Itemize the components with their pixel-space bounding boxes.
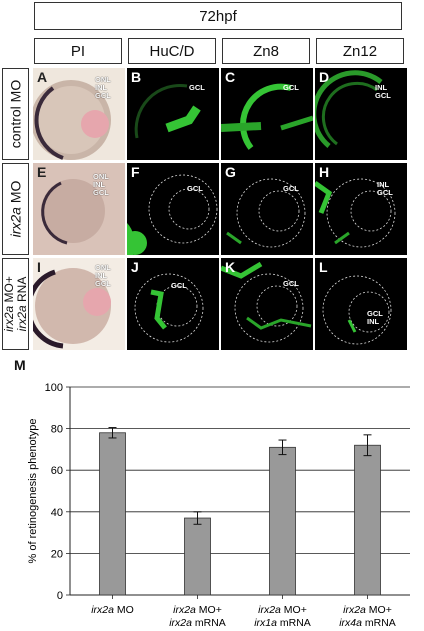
layer-label-inl: INL [95, 83, 108, 92]
layer-label-gcl: GCL [171, 281, 187, 290]
bar [99, 432, 126, 596]
fluorescence-image [322, 275, 392, 345]
layer-label-inl: INL [377, 180, 390, 189]
layer-label-inl: INL [375, 83, 388, 92]
layer-label-gcl: GCL [283, 279, 299, 288]
panel-letter: H [319, 164, 330, 180]
row-label-gene: irx2a [1, 305, 16, 332]
layer-label-gcl: GCL [367, 309, 383, 318]
bar-chart: 0 20 40 60 80 100 % of retinogenesis phenotype… [27, 382, 410, 629]
timepoint-header: 72hpf [34, 2, 402, 30]
retina-section-image [33, 258, 125, 350]
category-label: irx4a mRNA [339, 617, 396, 629]
layer-label-gcl: GCL [283, 184, 299, 193]
category-label: irx1a mRNA [254, 617, 311, 629]
panel-letter: K [225, 259, 236, 275]
panel-a: A ONL INL GCL [33, 68, 125, 160]
layer-label-inl: INL [93, 180, 106, 189]
y-tick-label: 100 [45, 382, 63, 394]
column-header-zn8: Zn8 [222, 38, 310, 64]
panel-f: F GCL [127, 163, 219, 255]
y-axis-label: % of retinogenesis phenotype [27, 419, 39, 564]
row-label-gene: irx2a [14, 305, 29, 332]
panel-g: G GCL [221, 163, 313, 255]
fluorescence-image [226, 178, 306, 248]
retina-section-image [33, 80, 111, 160]
y-tick-label: 0 [57, 590, 63, 602]
row-label-rescue: irx2a MO+ irx2a RNA [2, 258, 29, 350]
layer-label-gcl: GCL [375, 91, 391, 100]
category-label: irx2a MO+ [343, 604, 392, 616]
retina-section-image [33, 163, 125, 255]
y-tick-label: 20 [51, 548, 63, 560]
layer-label-gcl: GCL [189, 83, 205, 92]
fluorescence-image [221, 83, 313, 150]
layer-label-gcl: GCL [187, 184, 203, 193]
timepoint-label: 72hpf [199, 7, 237, 25]
bar [269, 446, 296, 596]
layer-label-gcl: GCL [283, 83, 299, 92]
panel-letter: A [37, 69, 48, 85]
panel-letter: F [131, 164, 140, 180]
column-header-label: Zn12 [342, 42, 378, 60]
column-header-zn12: Zn12 [316, 38, 404, 64]
y-tick-label: 60 [51, 465, 63, 477]
layer-label-inl: INL [95, 271, 108, 280]
panel-i: I ONL INL GCL [33, 258, 125, 350]
column-header-label: HuC/D [149, 42, 195, 60]
panel-letter-m: M [14, 357, 26, 373]
fluorescence-image [134, 273, 204, 343]
panel-letter: D [319, 69, 330, 85]
panel-letter: L [319, 259, 328, 275]
layer-label-inl: INL [367, 317, 380, 326]
column-header-label: PI [70, 42, 86, 60]
fluorescence-image [315, 70, 383, 148]
category-label: irx2a MO [91, 604, 134, 616]
layer-label-gcl: GCL [95, 279, 111, 288]
layer-label-onl: ONL [95, 263, 111, 272]
row-label-text: MO [7, 180, 23, 208]
panel-l: L GCL INL [315, 258, 407, 350]
y-tick-label: 80 [51, 424, 63, 436]
panel-letter: C [225, 69, 236, 85]
y-tick-label: 40 [51, 507, 63, 519]
panel-letter: I [37, 259, 41, 275]
column-header-label: Zn8 [253, 42, 279, 60]
layer-label-gcl: GCL [95, 91, 111, 100]
column-header-hucd: HuC/D [128, 38, 216, 64]
panel-letter: J [131, 259, 139, 275]
panel-letter: G [225, 164, 236, 180]
panel-letter: B [131, 69, 142, 85]
panel-b: B GCL [127, 68, 219, 160]
bar [184, 517, 211, 596]
row-label-text: control MO [7, 79, 23, 149]
row-label-control: control MO [2, 68, 29, 160]
panel-j: J GCL [127, 258, 219, 350]
panel-c: C GCL [221, 68, 313, 160]
bar [354, 444, 381, 596]
category-label: irx2a MO+ [258, 604, 307, 616]
fluorescence-image [221, 261, 312, 343]
column-header-pi: PI [34, 38, 122, 64]
category-label: irx2a mRNA [169, 617, 226, 629]
fluorescence-image [127, 174, 218, 255]
row-label-irx2a-mo: irx2a MO [2, 163, 29, 255]
layer-label-gcl: GCL [93, 188, 109, 197]
panel-h: H INL GCL [315, 163, 407, 255]
fluorescence-image [134, 83, 201, 139]
panel-e: E ONL INL GCL [33, 163, 125, 255]
category-label: irx2a MO+ [173, 604, 222, 616]
row-label-text: MO+ [1, 276, 16, 306]
layer-label-gcl: GCL [377, 188, 393, 197]
panel-d: D INL GCL [315, 68, 407, 160]
row-label-gene: irx2a [7, 207, 23, 238]
fluorescence-image [315, 178, 396, 248]
panel-k: K GCL [221, 258, 313, 350]
row-label-text: RNA [14, 276, 29, 306]
panel-letter: E [37, 164, 47, 180]
layer-label-onl: ONL [95, 75, 111, 84]
layer-label-onl: ONL [93, 172, 109, 181]
